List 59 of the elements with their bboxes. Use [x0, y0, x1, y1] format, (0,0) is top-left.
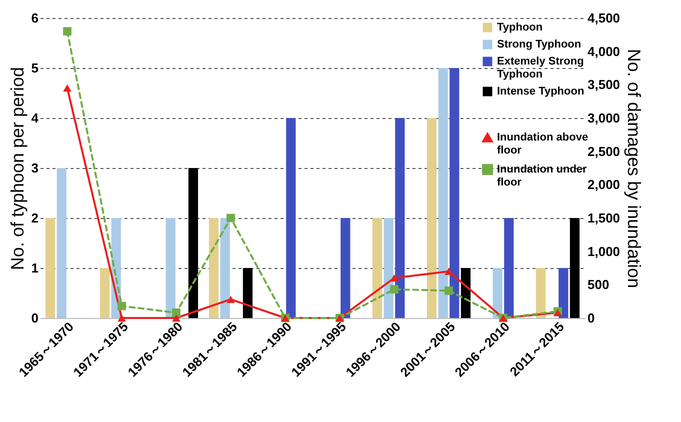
bar — [45, 218, 56, 318]
legend-label: Inundation under floor — [497, 164, 588, 188]
bar — [166, 218, 176, 318]
bar — [286, 118, 296, 318]
legend-label: Typhoon — [497, 22, 543, 34]
legend-label: Extemely Strong Typhoon — [497, 56, 584, 80]
point — [63, 27, 72, 36]
y-tick-label: 2 — [31, 210, 38, 226]
point — [63, 84, 72, 92]
legend-label: Strong Typhoon — [497, 38, 582, 50]
point — [226, 296, 235, 303]
point — [226, 214, 235, 222]
bar — [188, 168, 198, 318]
y-tick-label: 3 — [31, 160, 38, 176]
y2-tick-label: 0 — [588, 310, 595, 326]
y2-tick-label: 1,500 — [588, 210, 620, 226]
bar — [460, 268, 471, 318]
bar — [208, 218, 219, 318]
y-tick-label: 6 — [31, 10, 38, 26]
y2-tick-label: 2,000 — [588, 177, 620, 192]
bar — [558, 268, 568, 318]
bar — [56, 168, 66, 318]
point — [444, 268, 453, 275]
y2-tick-label: 3,000 — [588, 110, 620, 126]
y-tick-label: 4 — [31, 110, 40, 126]
point — [118, 302, 126, 310]
y-tick-label: 1 — [31, 260, 38, 276]
point — [118, 314, 126, 322]
point — [390, 274, 398, 282]
bar — [340, 218, 350, 318]
point — [172, 308, 180, 317]
y2-tick-label: 4,500 — [588, 10, 620, 26]
bar — [100, 268, 110, 318]
y2-tick-label: 4,000 — [588, 44, 620, 59]
bar — [372, 218, 382, 318]
bar — [384, 218, 394, 318]
point — [390, 285, 398, 294]
bar — [220, 218, 230, 318]
y-tick-label: 5 — [31, 60, 38, 76]
bar — [426, 118, 437, 318]
bar — [492, 268, 502, 318]
y-axis-title: No. of typhoon per period — [7, 66, 28, 270]
y2-tick-label: 500 — [588, 277, 610, 292]
y2-axis-title: No. of damages by inundation — [624, 48, 644, 288]
legend-label: Intense Typhoon — [497, 86, 584, 98]
legend-label: Inundation above floor — [497, 132, 588, 156]
y2-tick-label: 3,500 — [588, 77, 620, 92]
bar — [504, 218, 514, 318]
point — [172, 314, 180, 322]
y-tick-label: 0 — [31, 310, 38, 326]
point — [444, 286, 453, 295]
y2-tick-label: 2,500 — [588, 144, 620, 159]
y2-tick-label: 1,000 — [588, 244, 620, 259]
bar — [570, 218, 580, 318]
bar — [536, 268, 546, 318]
bar — [438, 68, 448, 318]
bar — [450, 68, 460, 318]
bar — [242, 268, 253, 318]
bar — [395, 118, 405, 318]
